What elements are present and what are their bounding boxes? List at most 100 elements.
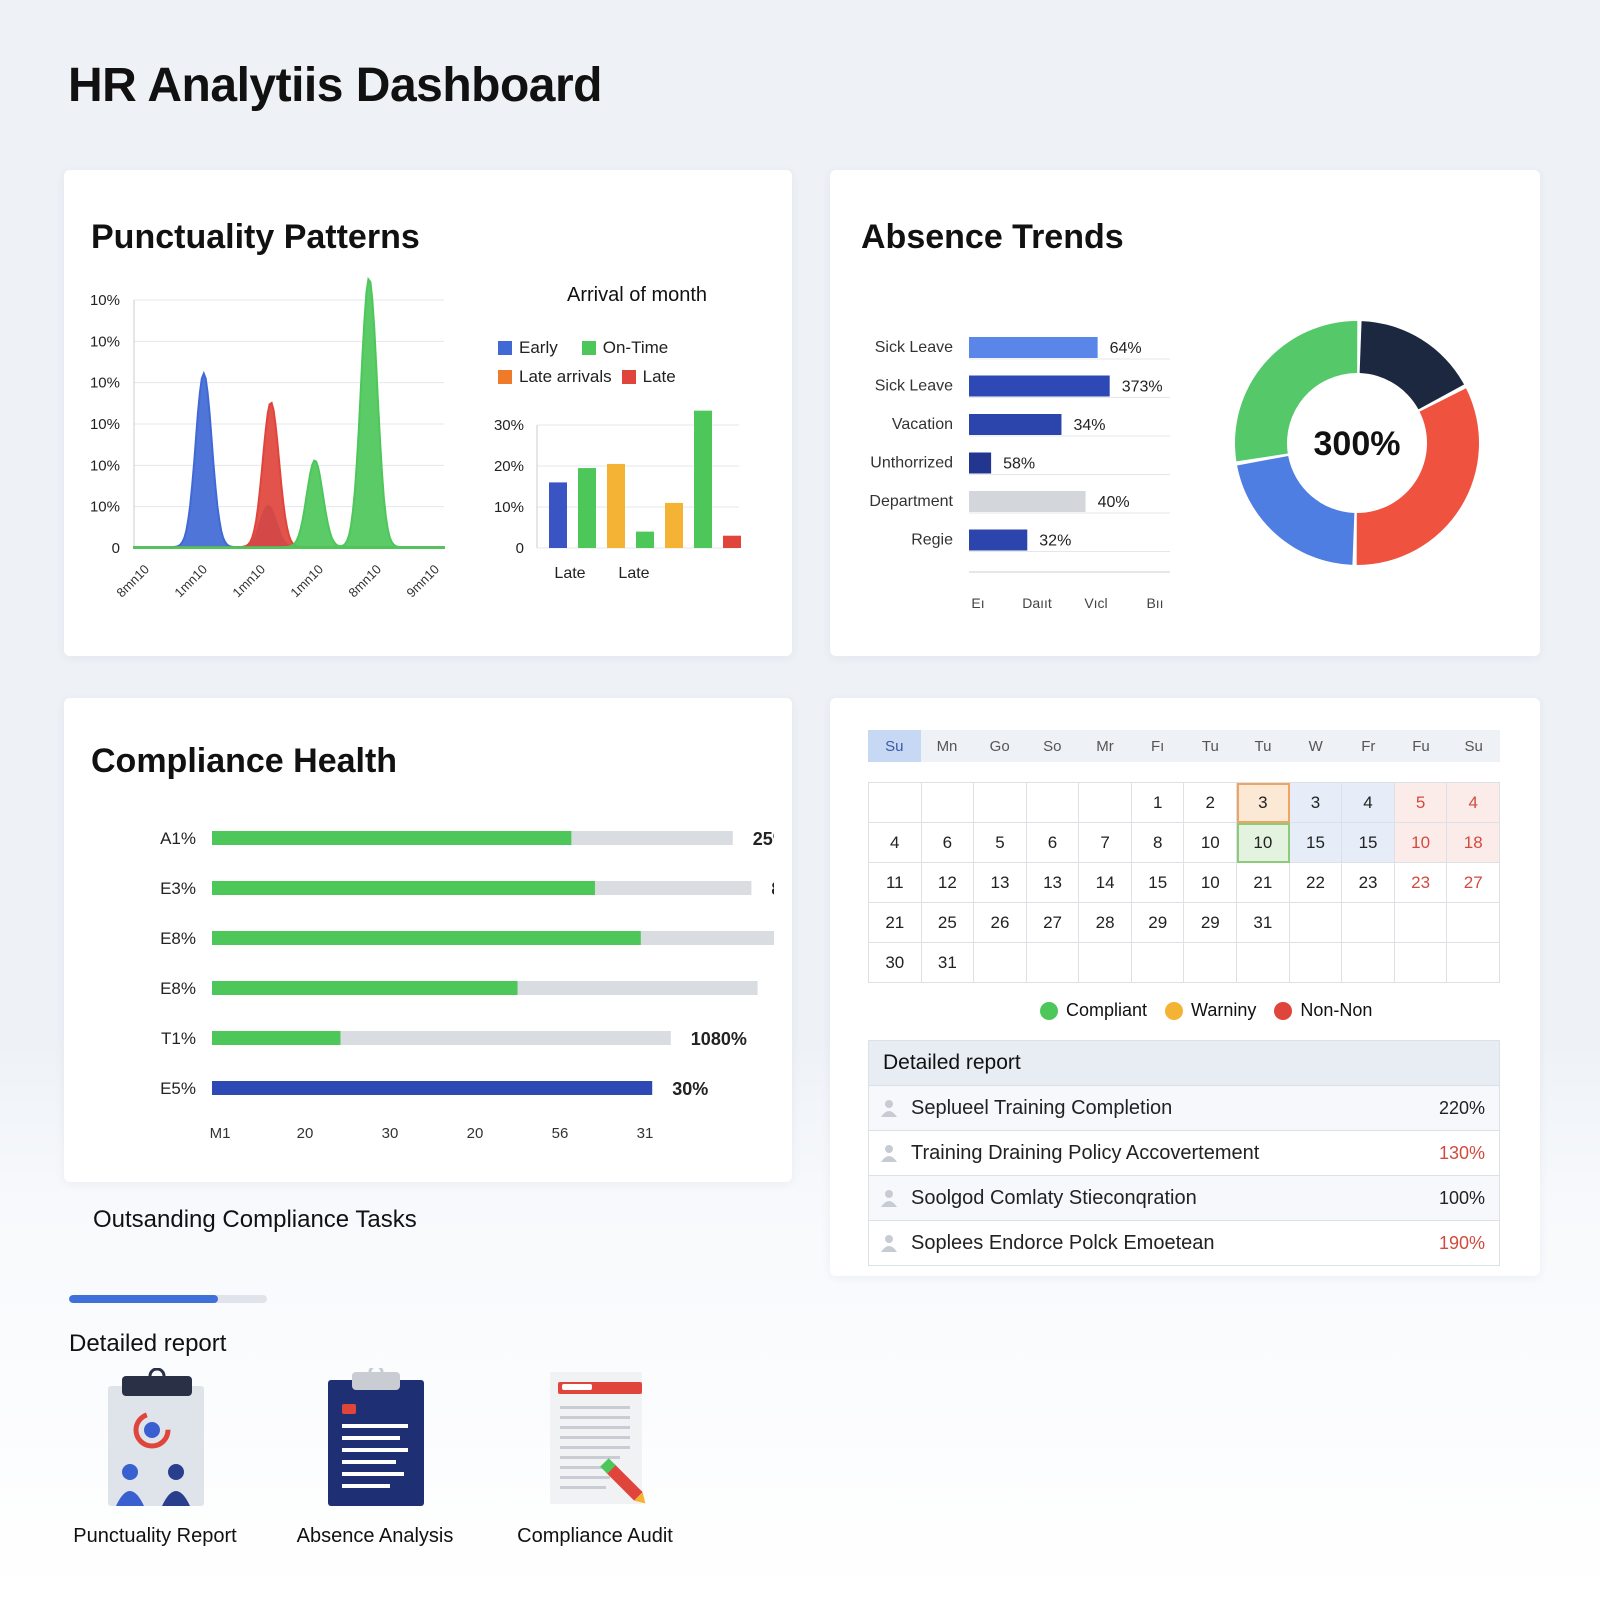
- compliance-category: E8%: [160, 929, 196, 948]
- calendar-day[interactable]: 12: [921, 863, 975, 903]
- calendar-day[interactable]: 29: [1131, 903, 1185, 943]
- calendar-empty-cell: [1394, 903, 1448, 943]
- category-label: Vacation: [892, 416, 953, 433]
- punctuality-report-caption: Punctuality Report: [73, 1525, 237, 1547]
- calendar-weekday: Su: [1464, 737, 1483, 755]
- calendar-day[interactable]: 1: [1131, 783, 1185, 823]
- absence-bar-1: [969, 375, 1110, 397]
- calendar-day[interactable]: 31: [921, 943, 975, 983]
- calendar-day[interactable]: 4: [869, 823, 922, 863]
- compliance-audit-caption: Compliance Audit: [517, 1525, 673, 1547]
- calendar-empty-cell: [1342, 943, 1395, 983]
- calendar-day[interactable]: 14: [1079, 863, 1132, 903]
- calendar-empty-cell: [1079, 783, 1132, 823]
- bar-fill-5: [212, 1081, 653, 1095]
- donut-slice-1: [1356, 388, 1479, 565]
- calendar-day[interactable]: 11: [869, 863, 922, 903]
- calendar-day[interactable]: 15: [1289, 823, 1343, 863]
- x-tick-label: M1: [210, 1125, 231, 1142]
- calendar-day[interactable]: 3: [1289, 783, 1343, 823]
- compliance-audit-tile[interactable]: Compliance Audit: [510, 1368, 680, 1548]
- calendar-day[interactable]: 6: [921, 823, 975, 863]
- y-tick-label: 10%: [90, 292, 120, 309]
- x-tick-label: 20: [297, 1125, 314, 1142]
- calendar-day[interactable]: 4: [1447, 783, 1500, 823]
- x-tick-label: 1mn10: [171, 562, 210, 601]
- calendar-day[interactable]: 21: [869, 903, 922, 943]
- x-tick-label: 31: [637, 1125, 654, 1142]
- calendar-empty-cell: [974, 943, 1027, 983]
- calendar-day[interactable]: 30: [869, 943, 922, 983]
- compliance-title: Compliance Health: [91, 742, 398, 780]
- calendar-day[interactable]: 23: [1394, 863, 1448, 903]
- person-icon: [881, 1100, 897, 1117]
- calendar-day[interactable]: 10: [1184, 823, 1238, 863]
- calendar-day[interactable]: 10: [1184, 863, 1238, 903]
- y-tick-label: 20%: [494, 458, 524, 475]
- calendar-day[interactable]: 13: [974, 863, 1027, 903]
- category-label: Regie: [911, 532, 953, 549]
- calendar-day[interactable]: 15: [1342, 823, 1395, 863]
- calendar-day[interactable]: 31: [1237, 903, 1290, 943]
- calendar-day[interactable]: 5: [1394, 783, 1448, 823]
- bar-3: [636, 531, 654, 548]
- calendar-day[interactable]: 22: [1289, 863, 1343, 903]
- calendar-day[interactable]: 25: [921, 903, 975, 943]
- calendar-day[interactable]: 26: [974, 903, 1027, 943]
- bar-value-label: 373%: [1122, 379, 1163, 396]
- report-item-name: Soplees Endorce Polck Emoetean: [911, 1231, 1215, 1254]
- calendar-day[interactable]: 13: [1026, 863, 1080, 903]
- punctuality-report-tile[interactable]: Punctuality Report: [70, 1367, 240, 1548]
- calendar-empty-cell: [921, 783, 975, 823]
- calendar-day[interactable]: 6: [1026, 823, 1080, 863]
- calendar-day[interactable]: 5: [974, 823, 1027, 863]
- calendar-day[interactable]: 29: [1184, 903, 1238, 943]
- absence-bar-5: [969, 529, 1028, 551]
- report-row[interactable]: Soplees Endorce Polck Emoetean 190%: [869, 1220, 1499, 1265]
- report-item-name: Soolgod Comlaty Stieconqration: [911, 1186, 1197, 1209]
- bar-value-label: 34%: [1073, 417, 1105, 434]
- compliance-category: T1%: [161, 1029, 196, 1048]
- x-tick-label: 1mn10: [287, 562, 326, 601]
- report-row[interactable]: Soolgod Comlaty Stieconqration 100%: [869, 1175, 1499, 1220]
- calendar-day[interactable]: 28: [1079, 903, 1132, 943]
- calendar-day[interactable]: 27: [1447, 863, 1500, 903]
- calendar-day[interactable]: 10: [1394, 823, 1448, 863]
- calendar-weekday: Go: [989, 737, 1010, 755]
- calendar-day[interactable]: 23: [1342, 863, 1395, 903]
- calendar-day[interactable]: 2: [1184, 783, 1238, 823]
- calendar-day[interactable]: 18: [1447, 823, 1500, 863]
- punctuality-title: Punctuality Patterns: [91, 218, 420, 256]
- detailed-report-table: Detailed report Seplueel Training Comple…: [868, 1040, 1500, 1266]
- compliance-category: E3%: [160, 879, 196, 898]
- legend-on-time: On-Time: [581, 338, 668, 358]
- bar-fill-3: [212, 981, 518, 995]
- bar-value-label: 32%: [1039, 533, 1071, 550]
- calendar-empty-cell: [1289, 903, 1343, 943]
- calendar-day[interactable]: 4: [1342, 783, 1395, 823]
- calendar-day[interactable]: 27: [1026, 903, 1080, 943]
- x-tick-label: Eı: [971, 595, 984, 611]
- calendar-day[interactable]: 10: [1237, 823, 1290, 863]
- report-row[interactable]: Seplueel Training Completion 220%: [869, 1085, 1499, 1130]
- calendar-day[interactable]: 7: [1079, 823, 1132, 863]
- bar-0: [549, 482, 567, 548]
- x-tick-label: Late: [554, 565, 585, 582]
- calendar-day[interactable]: 8: [1131, 823, 1185, 863]
- report-item-name: Training Draining Policy Accovertement: [911, 1141, 1260, 1164]
- report-row[interactable]: Training Draining Policy Accovertement 13…: [869, 1130, 1499, 1175]
- x-tick-label: 1mn10: [229, 562, 268, 601]
- bar-value-label: 58%: [1003, 456, 1035, 473]
- area-series-1: [133, 401, 445, 549]
- calendar-empty-cell: [1079, 943, 1132, 983]
- x-tick-label: Late: [618, 565, 649, 582]
- compliance-category: E5%: [160, 1079, 196, 1098]
- calendar-grid: 1 2 3 3 4 5 4 4 6 5 6 7 8 10 10 15 15 10 18 11 12 13 13 14 15 10 2…: [868, 782, 1500, 983]
- absence-analysis-tile[interactable]: Absence Analysis: [290, 1364, 460, 1548]
- donut-slice-3: [1235, 321, 1358, 462]
- calendar-day[interactable]: 3: [1237, 783, 1290, 823]
- calendar-day[interactable]: 21: [1237, 863, 1290, 903]
- detailed-report-label: Detailed report: [69, 1330, 227, 1357]
- calendar-day[interactable]: 15: [1131, 863, 1185, 903]
- calendar-empty-cell: [974, 783, 1027, 823]
